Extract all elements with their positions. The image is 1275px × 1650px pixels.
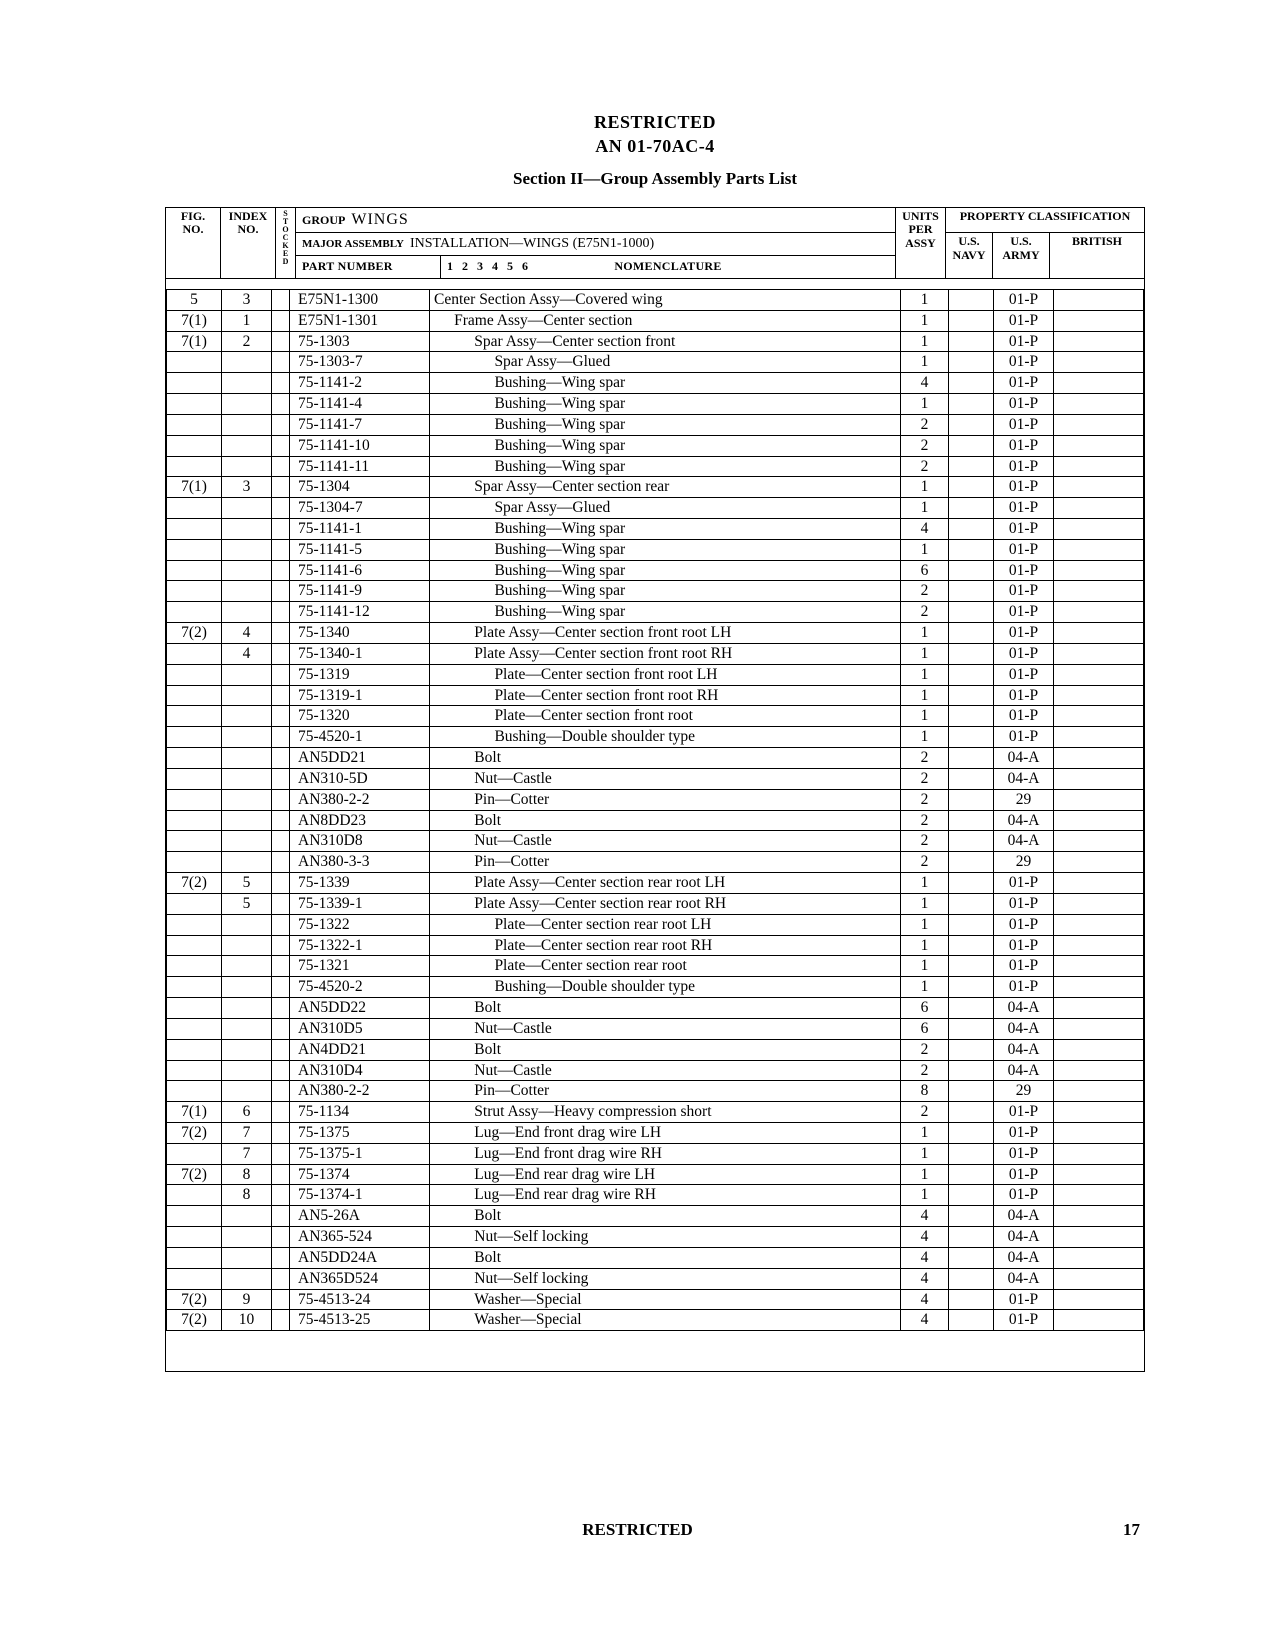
table-row: AN365D524Nut—Self locking404-A [167,1268,1144,1289]
table-row: AN4DD21Bolt204-A [167,1039,1144,1060]
table-row: 75-1141-6Bushing—Wing spar601-P [167,560,1144,581]
table-row: AN310D5Nut—Castle604-A [167,1018,1144,1039]
restricted-top: RESTRICTED [165,110,1145,134]
col-propclass: PROPERTY CLASSIFICATION [946,207,1145,232]
col-index: INDEX NO. [221,207,276,278]
table-row: 75-1141-2Bushing—Wing spar401-P [167,373,1144,394]
col-units: UNITS PER ASSY [896,207,946,278]
table-row: 475-1340-1Plate Assy—Center section fron… [167,643,1144,664]
table-row: 7(2)575-1339Plate Assy—Center section re… [167,873,1144,894]
table-row: 7(1)375-1304Spar Assy—Center section rea… [167,477,1144,498]
col-fig: FIG. NO. [166,207,221,278]
table-row: 75-1322-1Plate—Center section rear root … [167,935,1144,956]
group-row: GROUP WINGS [296,207,896,232]
table-row: AN5DD22Bolt604-A [167,998,1144,1019]
table-row: AN310D8Nut—Castle204-A [167,831,1144,852]
table-row: 7(1)275-1303Spar Assy—Center section fro… [167,331,1144,352]
table-row: 75-1320Plate—Center section front root10… [167,706,1144,727]
table-row: AN310-5DNut—Castle204-A [167,768,1144,789]
table-row: 75-1141-1Bushing—Wing spar401-P [167,518,1144,539]
table-row: 875-1374-1Lug—End rear drag wire RH101-P [167,1185,1144,1206]
table-row: 75-4520-1Bushing—Double shoulder type101… [167,727,1144,748]
major-row: MAJOR ASSEMBLY INSTALLATION—WINGS (E75N1… [296,232,896,255]
table-body: 53E75N1-1300Center Section Assy—Covered … [166,278,1145,1371]
table-row: 53E75N1-1300Center Section Assy—Covered … [167,289,1144,310]
col-british: BRITISH [1050,232,1145,278]
doc-header: RESTRICTED AN 01-70AC-4 [165,110,1145,159]
parts-table: FIG. NO. INDEX NO. STOCKED GROUP WINGS U… [165,207,1145,1373]
table-row: 75-1141-12Bushing—Wing spar201-P [167,602,1144,623]
table-row: 7(2)475-1340Plate Assy—Center section fr… [167,623,1144,644]
table-row: AN5-26ABolt404-A [167,1206,1144,1227]
table-row: 7(1)1E75N1-1301Frame Assy—Center section… [167,310,1144,331]
table-row: 7(2)875-1374Lug—End rear drag wire LH101… [167,1164,1144,1185]
table-row: 75-1141-7Bushing—Wing spar201-P [167,414,1144,435]
table-row: 75-1321Plate—Center section rear root101… [167,956,1144,977]
table-row: 7(2)775-1375Lug—End front drag wire LH10… [167,1123,1144,1144]
table-row: 575-1339-1Plate Assy—Center section rear… [167,893,1144,914]
table-row: AN310D4Nut—Castle204-A [167,1060,1144,1081]
table-row: 75-4520-2Bushing—Double shoulder type101… [167,977,1144,998]
table-row: AN380-2-2Pin—Cotter829 [167,1081,1144,1102]
col-stocked: STOCKED [276,207,296,278]
restricted-bottom: RESTRICTED [0,1520,1275,1540]
table-row: 75-1322Plate—Center section rear root LH… [167,914,1144,935]
table-row: 75-1303-7Spar Assy—Glued101-P [167,352,1144,373]
table-row: AN5DD21Bolt204-A [167,748,1144,769]
doc-number: AN 01-70AC-4 [165,134,1145,158]
col-partnum: PART NUMBER [296,256,441,279]
table-row: 75-1319-1Plate—Center section front root… [167,685,1144,706]
table-row: 7(1)675-1134Strut Assy—Heavy compression… [167,1102,1144,1123]
table-row: AN5DD24ABolt404-A [167,1247,1144,1268]
table-row: AN8DD23Bolt204-A [167,810,1144,831]
col-army: U.S. ARMY [993,232,1050,278]
col-navy: U.S. NAVY [946,232,993,278]
section-title: Section II—Group Assembly Parts List [165,169,1145,189]
col-nomenclature: 1 2 3 4 5 6 NOMENCLATURE [441,256,896,279]
table-row: 75-1141-5Bushing—Wing spar101-P [167,539,1144,560]
table-row: 7(2)975-4513-24Washer—Special401-P [167,1289,1144,1310]
table-row: 775-1375-1Lug—End front drag wire RH101-… [167,1143,1144,1164]
footer: RESTRICTED 17 [0,1520,1275,1540]
table-row: 75-1319Plate—Center section front root L… [167,664,1144,685]
table-row: AN380-2-2Pin—Cotter229 [167,789,1144,810]
page-number: 17 [1123,1520,1140,1540]
table-row: 75-1141-9Bushing—Wing spar201-P [167,581,1144,602]
table-row: 75-1141-11Bushing—Wing spar201-P [167,456,1144,477]
table-row: AN380-3-3Pin—Cotter229 [167,852,1144,873]
table-row: 7(2)1075-4513-25Washer—Special401-P [167,1310,1144,1331]
table-row: 75-1304-7Spar Assy—Glued101-P [167,498,1144,519]
table-row: 75-1141-10Bushing—Wing spar201-P [167,435,1144,456]
table-row: 75-1141-4Bushing—Wing spar101-P [167,394,1144,415]
table-row: AN365-524Nut—Self locking404-A [167,1227,1144,1248]
